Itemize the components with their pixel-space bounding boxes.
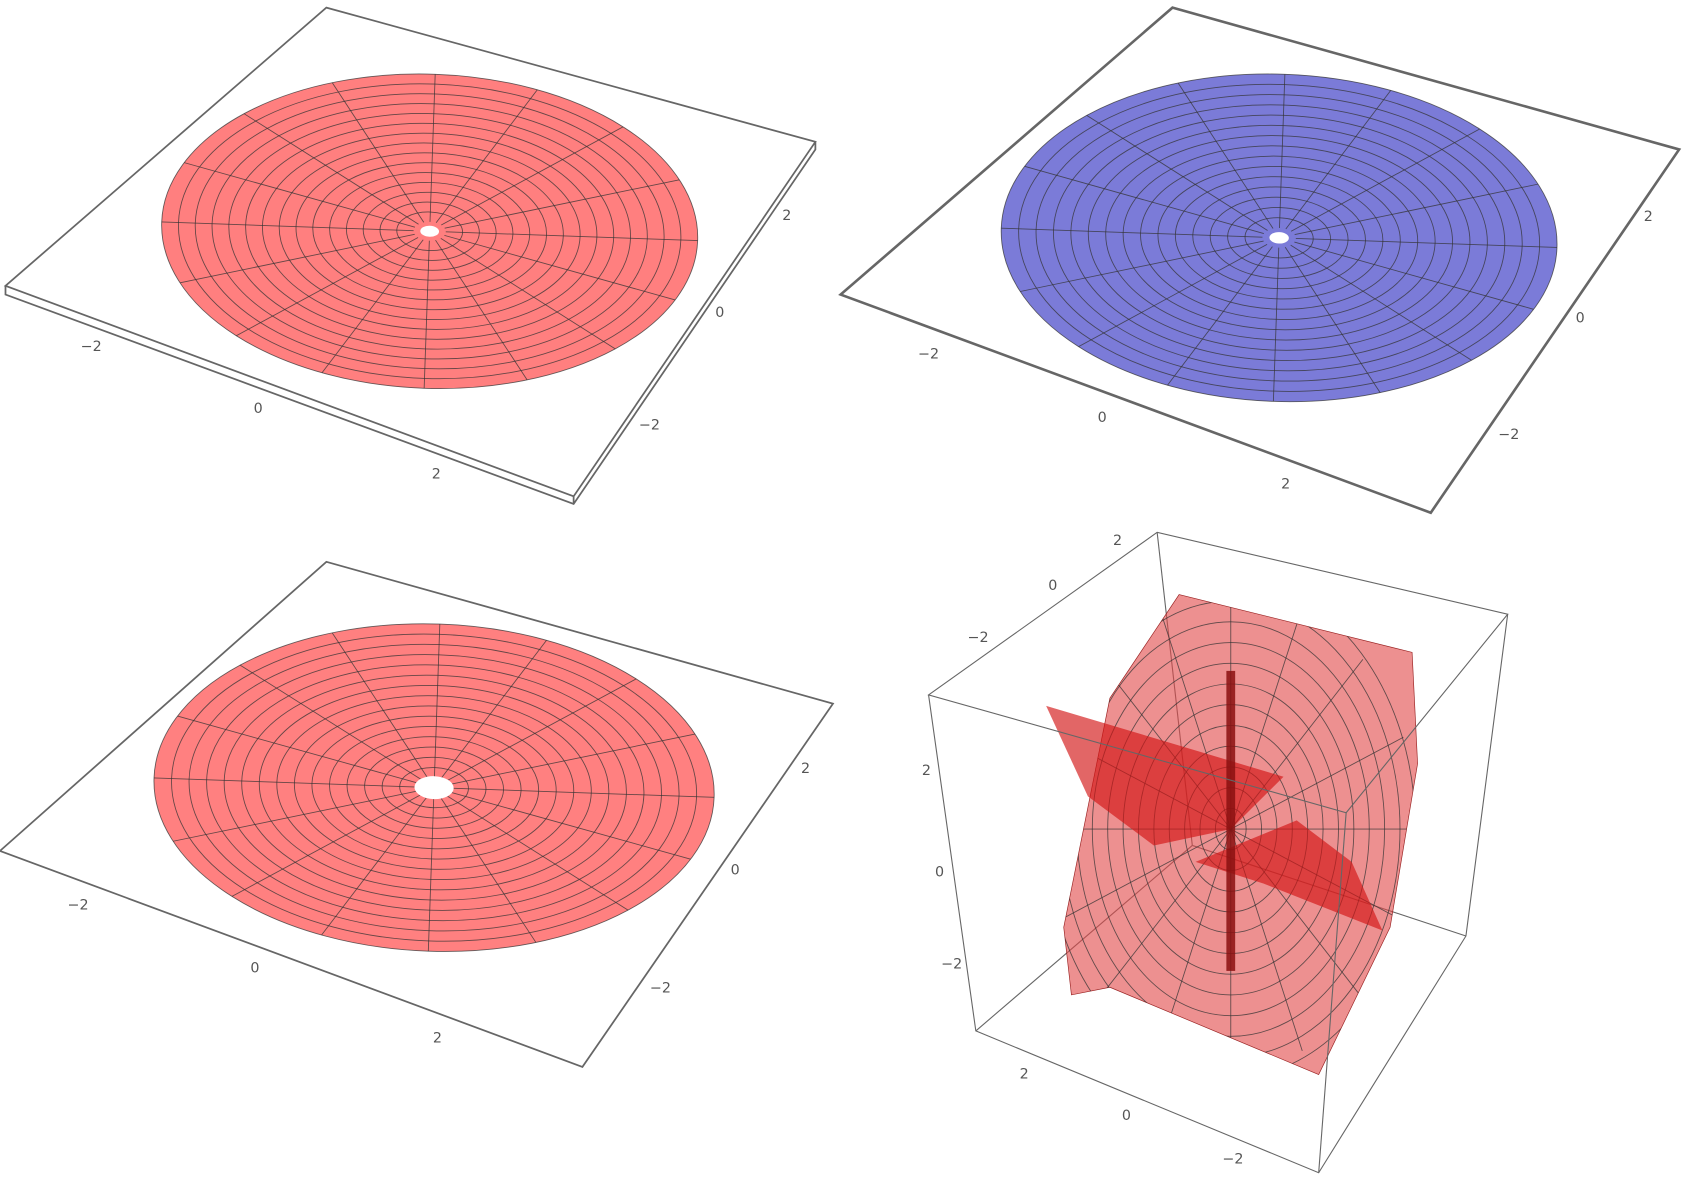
mesh-spoke [154, 777, 418, 788]
disk-surface [1000, 73, 1558, 403]
mesh-spoke [331, 82, 425, 223]
mesh-spoke [1284, 246, 1381, 393]
tick-label: 0 [1576, 311, 1585, 327]
mesh-spoke [1290, 244, 1472, 361]
mesh-spoke [1086, 115, 1268, 231]
mesh-spoke [440, 237, 616, 350]
mesh-spoke [444, 179, 680, 229]
mesh-spoke [184, 162, 416, 228]
plot-2: −2 0 2 2 0 −2 [838, 6, 1682, 515]
mesh-spoke [1294, 241, 1534, 310]
tick-label: −2 [67, 897, 88, 913]
tick-label: 2 [1644, 209, 1653, 225]
tick-label: −2 [918, 347, 939, 363]
mesh-spoke [231, 793, 423, 897]
mesh-spoke [1020, 240, 1264, 292]
disk-surface [161, 73, 699, 389]
tick-label: 2 [801, 761, 810, 777]
mesh-spoke [1272, 247, 1280, 402]
mesh-spoke [239, 664, 423, 781]
mesh-ring [1107, 662, 1355, 996]
center-hole [1269, 232, 1289, 244]
mesh-spoke [450, 787, 715, 798]
tick-label: 2 [433, 1031, 442, 1047]
mesh-spoke [1295, 237, 1557, 248]
mesh-spoke [444, 234, 676, 301]
mesh-spoke [441, 126, 624, 226]
mesh-ring [1091, 642, 1370, 1017]
tick-label: 2 [432, 467, 441, 483]
mesh-spoke [173, 790, 419, 842]
plot-3: −2 0 2 2 0 −2 [0, 560, 835, 1068]
mesh-spoke [1290, 128, 1480, 232]
mesh-spoke [449, 791, 691, 860]
mesh-spoke [427, 797, 435, 952]
mesh-spoke [236, 237, 419, 337]
mesh-spoke [179, 233, 415, 284]
mesh-spoke [161, 221, 414, 232]
mesh-spoke [321, 239, 424, 374]
disk-surface [153, 623, 715, 952]
plot-box [1318, 812, 1347, 1173]
mesh-spoke [1167, 246, 1273, 386]
tick-label: 0 [731, 863, 740, 879]
mesh-spoke [435, 239, 528, 381]
mesh-spoke [1285, 90, 1392, 230]
tick-label: 0 [935, 865, 944, 881]
plot-4: −2 0 2 2 0 −2 2 0 −2 [922, 531, 1509, 1174]
mesh-spoke [321, 796, 428, 936]
plot-box [0, 560, 835, 1068]
tick-label: −2 [81, 339, 102, 355]
mesh-spoke [1294, 183, 1539, 236]
tick-label: 2 [1281, 476, 1290, 492]
center-hole [420, 225, 440, 237]
surface-wing [1046, 705, 1284, 846]
tick-label: 0 [250, 961, 259, 977]
tick-label: 0 [1048, 578, 1057, 594]
tick-label: 2 [1113, 533, 1122, 549]
plot-1: −2 0 2 2 0 −2 [3, 6, 817, 506]
tick-label: 2 [782, 208, 791, 224]
surface-wing [1195, 820, 1383, 931]
tick-label: −2 [1222, 1152, 1243, 1168]
tick-label: 0 [1098, 410, 1107, 426]
center-hole [414, 776, 454, 800]
tick-label: 0 [1122, 1108, 1131, 1124]
tick-label: 0 [254, 401, 263, 417]
mesh-spoke [435, 89, 538, 224]
singularity [1226, 670, 1236, 971]
mesh-spoke [177, 715, 419, 784]
mesh-spoke [439, 796, 537, 943]
mesh-spoke [429, 74, 436, 222]
mesh-spoke [1001, 227, 1263, 238]
plot-box [838, 6, 1682, 515]
mesh-spoke [440, 639, 547, 780]
tick-label: −2 [650, 980, 671, 996]
tick-label: 2 [1020, 1067, 1029, 1083]
mesh-spoke [1024, 165, 1264, 234]
mesh-spoke [445, 794, 629, 911]
mesh-spoke [1279, 74, 1286, 229]
mesh-spoke [243, 113, 419, 225]
mesh-spoke [433, 624, 441, 778]
mesh-spoke [1177, 82, 1274, 229]
mesh-spoke [331, 632, 429, 779]
mesh-spoke [445, 231, 698, 241]
mesh-spoke [445, 678, 637, 782]
mesh-spoke [449, 733, 696, 785]
tick-label: −2 [1498, 427, 1519, 443]
tick-label: −2 [967, 630, 988, 646]
mesh-spoke [1078, 243, 1268, 348]
tick-label: 0 [715, 305, 724, 321]
mesh-spoke [423, 240, 430, 389]
tick-label: −2 [941, 956, 962, 972]
tick-label: 2 [922, 763, 931, 779]
tick-label: −2 [639, 417, 660, 433]
